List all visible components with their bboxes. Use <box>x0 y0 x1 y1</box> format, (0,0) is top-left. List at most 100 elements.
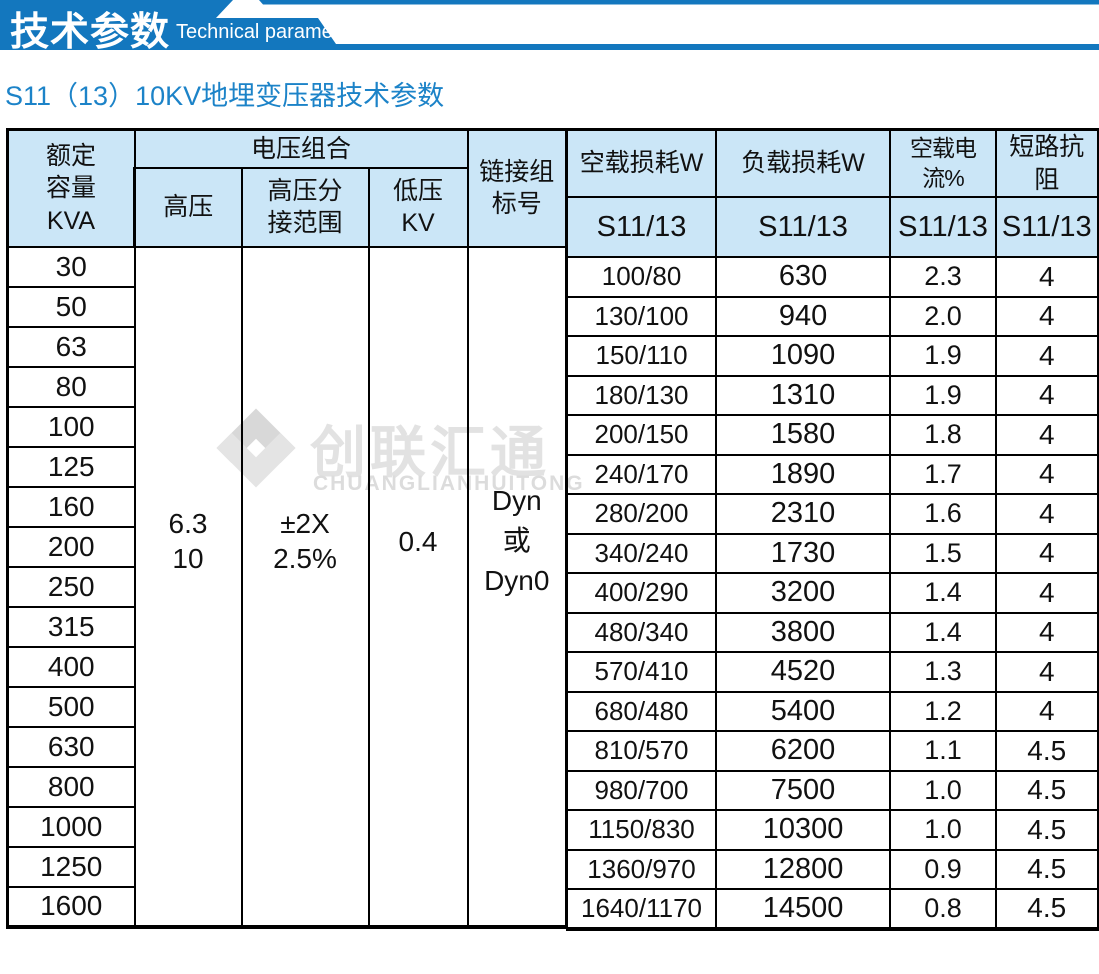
noload-current-cell: 1.4 <box>889 572 998 614</box>
noload-current-cell: 1.0 <box>889 769 998 811</box>
noload-loss-cell: 340/240 <box>566 532 718 574</box>
impedance-cell: 4.5 <box>995 809 1099 851</box>
noload-current-cell: 1.3 <box>889 651 998 693</box>
noload-loss-cell: 280/200 <box>566 493 718 535</box>
capacity-table-body: 30 6.3 10 ±2X 2.5% 0.4 Dyn 或 Dyn0 50 63 80 100 12… <box>6 245 567 929</box>
table-row: 30 6.3 10 ±2X 2.5% 0.4 Dyn 或 Dyn0 <box>6 245 567 929</box>
capacity-cell: 63 <box>6 325 135 368</box>
capacity-cell: 1600 <box>6 885 135 929</box>
impedance-cell: 4.5 <box>995 769 1099 811</box>
load-loss-cell: 7500 <box>715 769 892 811</box>
section-banner: 技术参数 Technical parameter <box>0 0 1099 54</box>
noload-loss-cell: 1640/1170 <box>566 888 718 931</box>
table-row: 100/80 630 2.3 4 <box>566 256 1099 298</box>
merged-lv-cell: 0.4 <box>367 245 469 929</box>
load-loss-cell: 1890 <box>715 453 892 495</box>
table-row: 1250 <box>6 845 566 888</box>
noload-loss-cell: 180/130 <box>566 374 718 416</box>
table-row: 160 <box>6 485 566 528</box>
table-row: 1150/830 10300 1.0 4.5 <box>566 809 1099 851</box>
table-row: 130/100 940 2.0 4 <box>566 295 1099 337</box>
table-row: 1600 <box>6 885 566 929</box>
noload-loss-cell: 1360/970 <box>566 848 718 890</box>
noload-loss-cell: 980/700 <box>566 769 718 811</box>
table-row: 200/150 1580 1.8 4 <box>566 414 1099 456</box>
load-loss-cell: 6200 <box>715 730 892 772</box>
load-loss-cell: 5400 <box>715 690 892 732</box>
header-voltage-combo: 电压组合 <box>133 128 469 169</box>
impedance-cell: 4 <box>995 414 1099 456</box>
table-row: 400 <box>6 645 566 688</box>
loss-table-body: 100/80 630 2.3 4 130/100 940 2.0 4 150/110 1090 1.… <box>566 256 1099 931</box>
capacity-cell: 1000 <box>6 805 135 848</box>
capacity-cell: 250 <box>6 565 135 608</box>
merged-hv-cell: 6.3 10 <box>133 245 243 929</box>
header-hv: 高压 <box>133 166 243 248</box>
noload-loss-cell: 400/290 <box>566 572 718 614</box>
table-row: 63 <box>6 325 566 368</box>
table-row: 125 <box>6 445 566 488</box>
load-loss-cell: 10300 <box>715 809 892 851</box>
capacity-cell: 125 <box>6 445 135 488</box>
impedance-cell: 4 <box>995 651 1099 693</box>
impedance-cell: 4 <box>995 493 1099 535</box>
table-header-row: 空载损耗W 负载损耗W 空载电流% 短路抗阻 <box>566 128 1099 198</box>
noload-current-cell: 1.0 <box>889 809 998 851</box>
header-model-noload-loss: S11/13 <box>566 196 718 258</box>
table-row: 400/290 3200 1.4 4 <box>566 572 1099 614</box>
parameters-table-region: 额定 容量 KVA 电压组合 链接组 标号 高压 高压分 接范围 低压 KV 3… <box>6 128 1099 931</box>
table-row: 980/700 7500 1.0 4.5 <box>566 769 1099 811</box>
noload-current-cell: 1.1 <box>889 730 998 772</box>
header-noload-loss: 空载损耗W <box>566 128 718 198</box>
capacity-cell: 315 <box>6 605 135 648</box>
table-row: 250 <box>6 565 566 608</box>
banner-subtitle: Technical parameter <box>176 21 357 43</box>
noload-loss-cell: 680/480 <box>566 690 718 732</box>
capacity-cell: 100 <box>6 405 135 448</box>
capacity-cell: 160 <box>6 485 135 528</box>
table-row: 810/570 6200 1.1 4.5 <box>566 730 1099 772</box>
noload-current-cell: 1.5 <box>889 532 998 574</box>
noload-loss-cell: 100/80 <box>566 256 718 298</box>
header-hv-tap: 高压分 接范围 <box>240 166 370 248</box>
header-load-loss: 负载损耗W <box>715 128 892 198</box>
impedance-cell: 4 <box>995 374 1099 416</box>
noload-loss-cell: 810/570 <box>566 730 718 772</box>
noload-loss-cell: 150/110 <box>566 335 718 377</box>
load-loss-cell: 14500 <box>715 888 892 931</box>
table-row: 500 <box>6 685 566 728</box>
impedance-cell: 4.5 <box>995 848 1099 890</box>
load-loss-cell: 1580 <box>715 414 892 456</box>
noload-current-cell: 2.0 <box>889 295 998 337</box>
load-loss-cell: 2310 <box>715 493 892 535</box>
table-row: 1000 <box>6 805 566 848</box>
noload-loss-cell: 200/150 <box>566 414 718 456</box>
table-row: 200 <box>6 525 566 568</box>
header-capacity: 额定 容量 KVA <box>6 128 136 248</box>
header-link-group: 链接组 标号 <box>466 128 567 248</box>
table-row: 180/130 1310 1.9 4 <box>566 374 1099 416</box>
table-row: 800 <box>6 765 566 808</box>
load-loss-cell: 1310 <box>715 374 892 416</box>
capacity-cell: 200 <box>6 525 135 568</box>
load-loss-cell: 940 <box>715 295 892 337</box>
impedance-cell: 4 <box>995 690 1099 732</box>
capacity-cell: 30 <box>6 245 136 288</box>
load-loss-cell: 4520 <box>715 651 892 693</box>
noload-current-cell: 1.8 <box>889 414 998 456</box>
impedance-cell: 4 <box>995 295 1099 337</box>
load-loss-cell: 630 <box>715 256 892 298</box>
capacity-voltage-table: 额定 容量 KVA 电压组合 链接组 标号 高压 高压分 接范围 低压 KV 3… <box>6 128 567 929</box>
capacity-cell: 630 <box>6 725 135 768</box>
impedance-cell: 4 <box>995 572 1099 614</box>
capacity-cell: 400 <box>6 645 135 688</box>
impedance-cell: 4 <box>995 532 1099 574</box>
noload-loss-cell: 480/340 <box>566 611 718 653</box>
noload-current-cell: 1.9 <box>889 374 998 416</box>
table-header-row: 额定 容量 KVA 电压组合 链接组 标号 <box>6 128 567 248</box>
header-model-impedance: S11/13 <box>995 196 1099 258</box>
impedance-cell: 4.5 <box>995 888 1099 931</box>
table-row: 280/200 2310 1.6 4 <box>566 493 1099 535</box>
banner-title: 技术参数 <box>10 11 171 54</box>
